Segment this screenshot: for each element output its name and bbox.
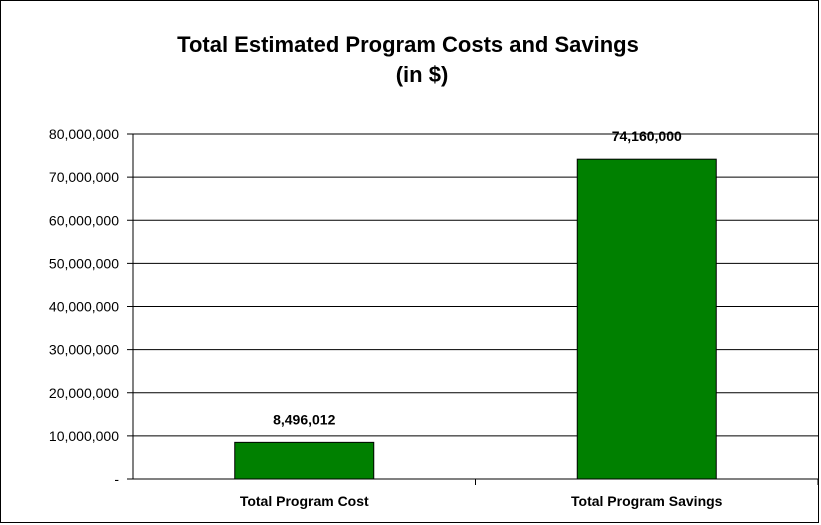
chart-title: Total Estimated Program Costs and Saving… <box>177 32 639 57</box>
y-tick-label: 70,000,000 <box>49 169 119 185</box>
y-tick-label: 40,000,000 <box>49 299 119 315</box>
bar <box>576 158 717 480</box>
y-tick-label: 60,000,000 <box>49 212 119 228</box>
chart-subtitle: (in $) <box>396 62 449 87</box>
plot-area: - 10,000,000 20,000,000 30,000,000 40,000,00… <box>49 126 819 509</box>
y-tick-label: 80,000,000 <box>49 126 119 142</box>
y-tick-label: 20,000,000 <box>49 385 119 401</box>
y-tick-label: - <box>114 471 119 487</box>
y-tick-label: 30,000,000 <box>49 342 119 358</box>
x-category-label: Total Program Cost <box>240 493 369 509</box>
x-category-label: Total Program Savings <box>571 493 723 509</box>
y-tick-label: 10,000,000 <box>49 428 119 444</box>
bar <box>234 441 375 480</box>
data-label: 74,160,000 <box>612 128 682 144</box>
y-tick-label: 50,000,000 <box>49 255 119 271</box>
data-label: 8,496,012 <box>273 411 335 427</box>
